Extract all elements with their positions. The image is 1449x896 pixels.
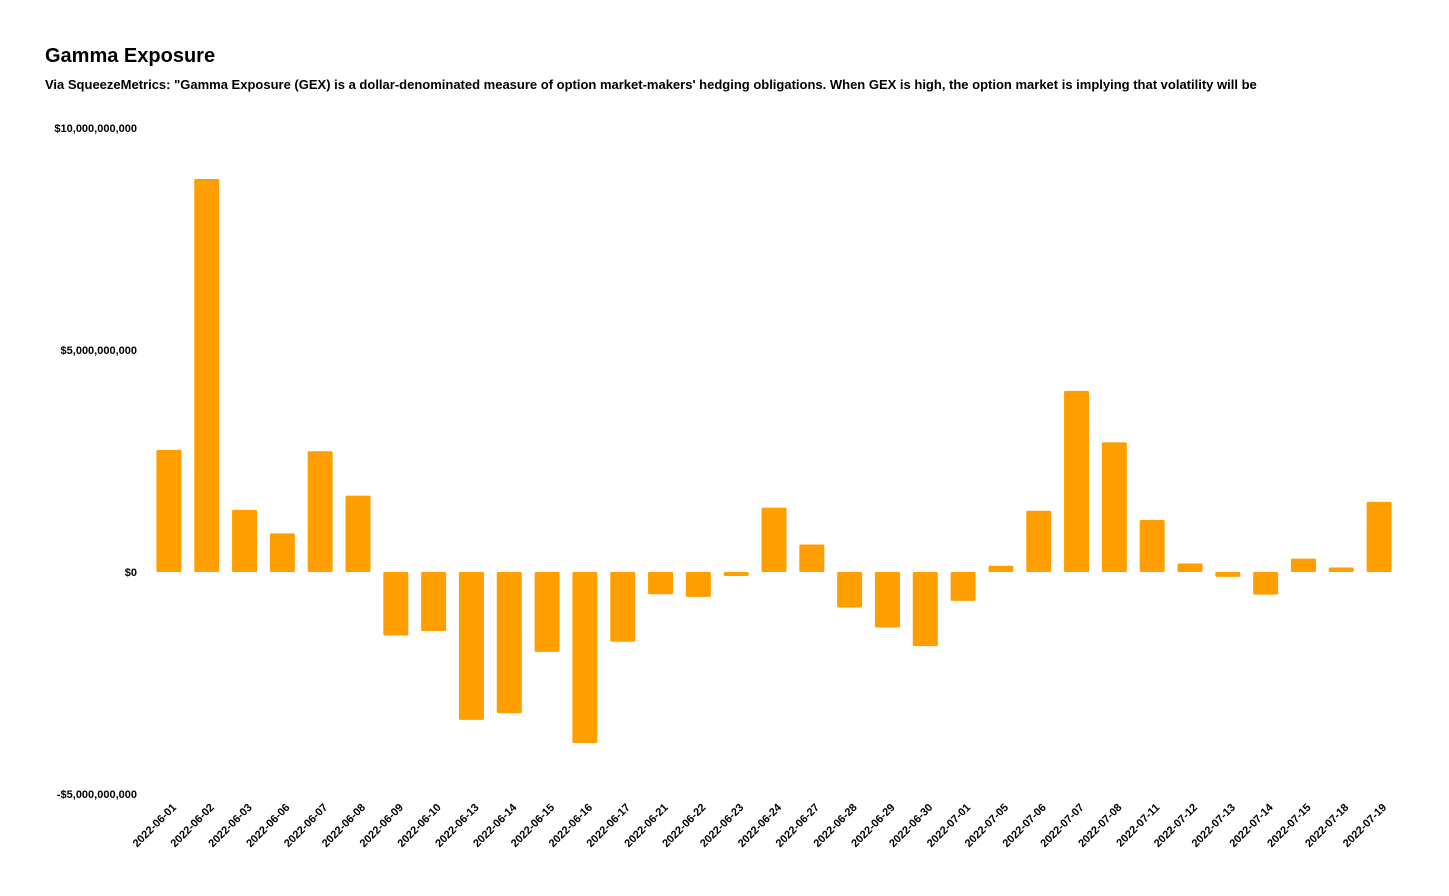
- x-axis-labels: 2022-06-012022-06-022022-06-032022-06-06…: [131, 801, 1389, 850]
- bar-2022-06-10: [421, 572, 447, 632]
- bar-2022-06-08: [345, 495, 371, 572]
- bar-2022-06-29: [874, 572, 900, 628]
- y-tick-label: $5,000,000,000: [61, 345, 137, 357]
- bar-2022-07-12: [1177, 563, 1203, 572]
- bar-2022-06-14: [496, 572, 522, 714]
- bar-2022-06-21: [648, 572, 674, 595]
- bar-2022-07-13: [1215, 572, 1241, 577]
- bar-2022-07-01: [950, 572, 976, 601]
- bar-2022-06-23: [723, 572, 749, 576]
- bar-2022-07-11: [1139, 520, 1165, 572]
- bar-2022-06-02: [194, 179, 220, 572]
- bar-2022-06-17: [610, 572, 636, 642]
- bar-2022-06-07: [307, 451, 333, 572]
- y-tick-label: $0: [125, 567, 137, 579]
- bar-2022-06-15: [534, 572, 560, 652]
- bar-2022-06-28: [837, 572, 863, 608]
- bar-2022-06-27: [799, 544, 825, 572]
- bar-2022-06-09: [383, 572, 409, 636]
- y-axis-labels: $10,000,000,000 $5,000,000,000 $0 -$5,000,0…: [54, 123, 137, 801]
- bar-2022-06-22: [685, 572, 711, 597]
- bar-2022-06-30: [912, 572, 938, 647]
- bar-2022-06-24: [761, 507, 787, 572]
- bar-2022-06-16: [572, 572, 598, 743]
- bar-2022-06-06: [269, 533, 295, 572]
- bar-2022-06-01: [156, 449, 182, 572]
- bars: [156, 179, 1392, 743]
- chart-title: Gamma Exposure: [45, 45, 216, 67]
- y-tick-label: -$5,000,000,000: [57, 789, 137, 801]
- bar-2022-07-19: [1366, 501, 1392, 572]
- chart-subtitle: Via SqueezeMetrics: "Gamma Exposure (GEX…: [45, 77, 1257, 92]
- bar-2022-07-05: [988, 565, 1014, 572]
- bar-2022-07-06: [1026, 510, 1052, 572]
- bar-2022-06-13: [458, 572, 484, 720]
- bar-2022-07-18: [1328, 567, 1354, 572]
- bar-2022-07-08: [1101, 442, 1127, 572]
- bar-2022-07-07: [1064, 390, 1090, 572]
- bar-2022-07-14: [1253, 572, 1279, 595]
- bar-2022-07-15: [1290, 558, 1316, 572]
- y-tick-label: $10,000,000,000: [54, 123, 137, 135]
- bar-2022-06-03: [232, 509, 258, 572]
